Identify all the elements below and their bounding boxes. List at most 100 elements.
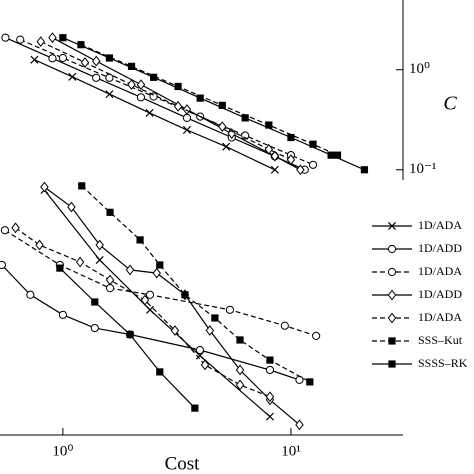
- data-point: [26, 290, 35, 299]
- data-point: [270, 150, 280, 162]
- series-line: [1, 264, 300, 381]
- data-point: [222, 142, 231, 151]
- data-point: [286, 154, 296, 166]
- data-point: [270, 165, 279, 174]
- legend-label: SSSS–RK: [418, 356, 468, 370]
- data-point: [360, 166, 369, 174]
- data-point: [174, 82, 182, 91]
- data-point: [125, 264, 135, 276]
- series-line: [44, 186, 300, 426]
- data-point: [78, 182, 86, 190]
- data-point: [306, 378, 314, 386]
- legend-label: 1D/ADA: [418, 218, 462, 232]
- data-point: [95, 239, 104, 251]
- data-point: [92, 73, 101, 82]
- data-point: [241, 114, 249, 122]
- data-point: [36, 36, 46, 48]
- data-point: [91, 55, 101, 67]
- data-point: [150, 73, 158, 81]
- data-point: [106, 208, 114, 216]
- data-point: [308, 160, 318, 169]
- data-point: [67, 201, 76, 213]
- y-tick-label: 10⁰: [409, 61, 430, 77]
- data-point: [11, 222, 20, 234]
- data-point: [152, 267, 161, 279]
- data-point: [40, 181, 49, 193]
- data-point: [173, 100, 183, 112]
- data-point: [90, 323, 99, 333]
- data-point: [309, 140, 317, 148]
- data-point: [58, 310, 67, 319]
- y-axis-label: C: [443, 93, 457, 115]
- data-point: [1, 33, 10, 42]
- data-point: [105, 54, 114, 62]
- data-point: [265, 121, 273, 129]
- data-point: [75, 256, 85, 268]
- data-point: [156, 368, 164, 376]
- data-point: [0, 226, 10, 235]
- data-point: [211, 314, 219, 322]
- data-point: [312, 331, 321, 341]
- data-point: [16, 35, 25, 44]
- legend-marker: [387, 267, 397, 277]
- data-point: [200, 359, 210, 371]
- data-point: [296, 164, 305, 176]
- data-point: [327, 151, 335, 159]
- data-point: [30, 55, 39, 64]
- data-point: [235, 379, 245, 391]
- series-line: [81, 185, 311, 383]
- data-point: [136, 236, 144, 244]
- data-point: [48, 32, 57, 44]
- legend-marker: [388, 360, 396, 368]
- legend-label: 1D/ADD: [418, 241, 462, 255]
- data-point: [196, 94, 204, 102]
- y-tick-label: 10⁻¹: [409, 161, 436, 177]
- series-line: [5, 37, 306, 171]
- data-point: [205, 325, 215, 336]
- data-point: [136, 93, 146, 102]
- data-point: [333, 151, 342, 159]
- data-point: [80, 57, 90, 68]
- data-point: [195, 345, 205, 355]
- legend-marker: [388, 337, 396, 345]
- data-point: [218, 121, 227, 133]
- data-point: [264, 143, 274, 155]
- data-point: [0, 260, 6, 270]
- data-point: [136, 79, 146, 91]
- data-point: [182, 113, 192, 122]
- data-point: [287, 133, 295, 142]
- legend-marker: [387, 221, 397, 231]
- data-point: [218, 101, 226, 109]
- legend-marker: [387, 312, 397, 324]
- data-point: [266, 356, 274, 364]
- data-point: [59, 34, 67, 42]
- data-point: [156, 261, 164, 269]
- legend-marker: [387, 244, 397, 254]
- data-point: [126, 330, 134, 339]
- series-line: [62, 37, 365, 171]
- data-point: [105, 284, 115, 293]
- data-point: [105, 73, 114, 82]
- legend-marker: [387, 289, 397, 301]
- data-point: [265, 391, 275, 403]
- data-point: [127, 62, 136, 70]
- data-point: [56, 264, 64, 272]
- data-point: [280, 321, 289, 330]
- data-point: [68, 72, 77, 81]
- x-tick-label: 10⁰: [52, 443, 73, 459]
- data-point: [170, 325, 180, 336]
- data-point: [182, 125, 191, 134]
- data-point: [35, 239, 44, 251]
- data-point: [105, 90, 114, 99]
- data-point: [58, 53, 67, 63]
- data-point: [295, 419, 304, 431]
- legend-label: SSS–Kut: [418, 333, 463, 347]
- data-point: [127, 79, 136, 91]
- data-point: [77, 41, 85, 49]
- data-point: [191, 404, 199, 412]
- data-point: [236, 336, 244, 344]
- legend-label: 1D/ADA: [418, 264, 462, 278]
- data-point: [227, 128, 236, 139]
